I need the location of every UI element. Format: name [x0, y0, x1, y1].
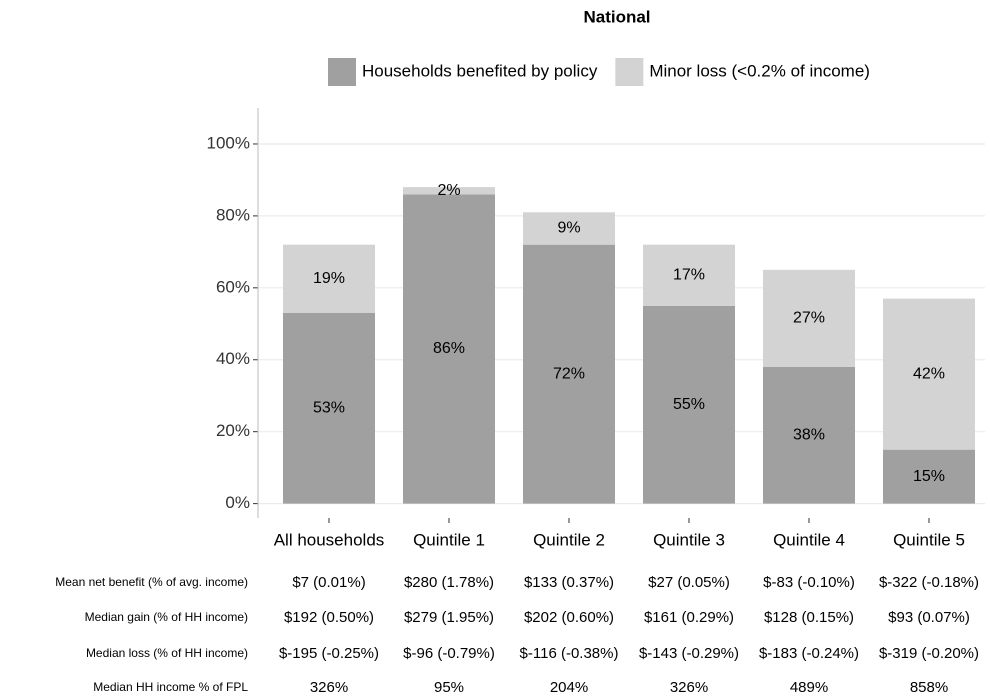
table-cell: $192 (0.50%) [284, 609, 374, 626]
table-cell: $-116 (-0.38%) [520, 645, 619, 662]
bar-segment [523, 244, 615, 504]
table-row-label: Median gain (% of HH income) [85, 610, 248, 624]
data-label: 72% [553, 365, 585, 382]
data-label: 38% [793, 426, 825, 443]
x-tick-label: Quintile 3 [653, 530, 725, 549]
legend-label: Minor loss (<0.2% of income) [649, 61, 870, 80]
bar-segment [763, 269, 855, 367]
bar-segment [283, 313, 375, 504]
table-row-label: Mean net benefit (% of avg. income) [55, 575, 248, 589]
y-tick-label: 0% [225, 493, 250, 512]
legend-key [615, 58, 644, 86]
table-cell: $-183 (-0.24%) [759, 645, 859, 662]
table-cell: 489% [790, 679, 828, 696]
y-tick-label: 80% [216, 205, 250, 224]
x-tick-label: Quintile 5 [893, 530, 965, 549]
data-label: 55% [673, 396, 705, 413]
table-cell: $279 (1.95%) [404, 609, 494, 626]
x-tick-label: Quintile 2 [533, 530, 605, 549]
data-label: 15% [913, 468, 945, 485]
bar-segment [283, 244, 375, 313]
x-tick-label: Quintile 1 [413, 530, 485, 549]
table-row-label: Median loss (% of HH income) [86, 646, 248, 660]
table-cell: $93 (0.07%) [888, 609, 970, 626]
table-cell: 326% [310, 679, 348, 696]
table-cell: 95% [434, 679, 464, 696]
bar-segment [763, 366, 855, 504]
table-cell: $202 (0.60%) [524, 609, 614, 626]
table-cell: $161 (0.29%) [644, 609, 734, 626]
data-label: 2% [437, 182, 460, 199]
data-label: 42% [913, 365, 945, 382]
x-tick-label: Quintile 4 [773, 530, 845, 549]
x-tick-label: All households [274, 530, 385, 549]
table-cell: 326% [670, 679, 708, 696]
y-tick-label: 20% [216, 421, 250, 440]
table-cell: $-195 (-0.25%) [279, 645, 379, 662]
chart-title: National [583, 7, 650, 26]
data-label: 9% [557, 220, 580, 237]
data-label: 27% [793, 310, 825, 327]
y-tick-label: 40% [216, 349, 250, 368]
legend-key [328, 58, 356, 86]
legend-label: Households benefited by policy [362, 61, 598, 80]
data-label: 53% [313, 400, 345, 417]
y-tick-label: 60% [216, 277, 250, 296]
table-row-label: Median HH income % of FPL [93, 680, 248, 694]
table-cell: $-83 (-0.10%) [763, 574, 855, 591]
bar-segment [883, 298, 975, 450]
table-cell: $27 (0.05%) [648, 574, 730, 591]
bar-segment [403, 187, 495, 195]
data-label: 19% [313, 270, 345, 287]
bar-segment [403, 194, 495, 504]
bar-segment [523, 212, 615, 245]
table-cell: 858% [910, 679, 948, 696]
table-cell: $-322 (-0.18%) [879, 574, 979, 591]
table-cell: $-319 (-0.20%) [879, 645, 979, 662]
bar-segment [883, 449, 975, 504]
table-cell: $-96 (-0.79%) [403, 645, 495, 662]
y-tick-label: 100% [207, 133, 250, 152]
table-cell: $128 (0.15%) [764, 609, 854, 626]
table-cell: 204% [550, 679, 588, 696]
table-cell: $133 (0.37%) [524, 574, 614, 591]
bar-segment [643, 305, 735, 504]
table-cell: $-143 (-0.29%) [639, 645, 739, 662]
table-cell: $280 (1.78%) [404, 574, 494, 591]
plot-panel [258, 108, 985, 518]
data-label: 86% [433, 340, 465, 357]
data-label: 17% [673, 266, 705, 283]
bar-segment [643, 244, 735, 306]
table-cell: $7 (0.01%) [292, 574, 365, 591]
